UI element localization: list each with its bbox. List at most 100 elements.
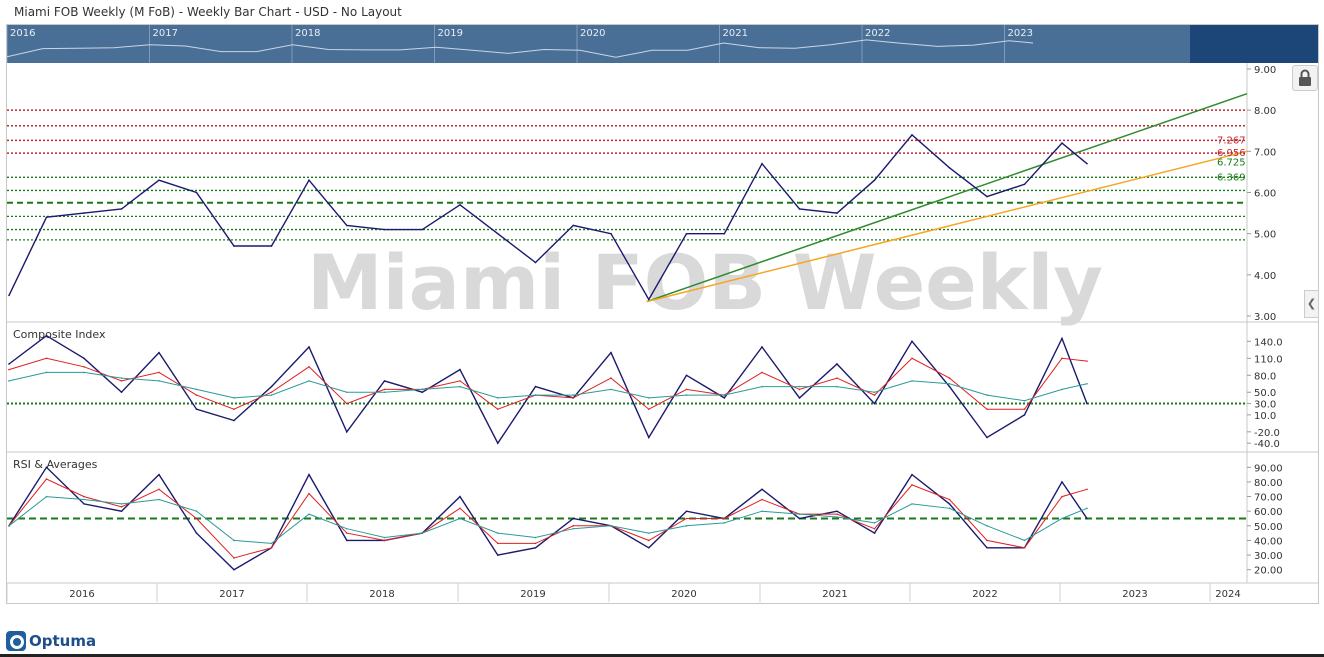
- x-tick-label: 2022: [972, 589, 997, 600]
- data-point: [83, 357, 85, 360]
- chart-title: Miami FOB Weekly (M FoB) - Weekly Bar Ch…: [14, 5, 402, 19]
- data-point: [911, 503, 913, 505]
- optuma-logo-icon: [6, 631, 26, 651]
- data-point: [195, 388, 198, 391]
- data-point: [233, 397, 235, 399]
- x-tick-label: 2019: [520, 589, 545, 600]
- data-point: [45, 478, 48, 480]
- y-tick-label: 50.0: [1254, 388, 1276, 399]
- data-point: [120, 391, 123, 394]
- data-point: [873, 391, 876, 394]
- navigator-preview-line: [6, 39, 1034, 58]
- data-point: [685, 525, 688, 527]
- data-point: [345, 532, 348, 534]
- brand-name: Optuma: [29, 632, 97, 650]
- data-point: [45, 371, 48, 374]
- data-point: [1023, 399, 1026, 402]
- data-point: [685, 510, 688, 512]
- data-point: [647, 539, 650, 542]
- data-point: [233, 408, 235, 411]
- data-point: [647, 532, 650, 534]
- data-point: [1023, 414, 1026, 416]
- navigator-year-label: 2021: [723, 28, 748, 39]
- data-point: [948, 382, 951, 385]
- data-point: [647, 408, 650, 411]
- data-point: [270, 542, 273, 545]
- data-point: [911, 357, 913, 360]
- data-point: [798, 385, 801, 388]
- data-point: [496, 408, 499, 411]
- data-point: [83, 503, 85, 505]
- data-point: [836, 516, 838, 518]
- data-point: [270, 385, 273, 388]
- series-line: [8, 371, 1088, 402]
- price-label: 6.725: [1217, 158, 1246, 169]
- y-tick-label: 80.0: [1254, 371, 1276, 382]
- data-point: [986, 525, 988, 527]
- data-point: [233, 557, 235, 559]
- data-point: [459, 495, 461, 498]
- data-point: [120, 380, 123, 382]
- data-point: [158, 179, 160, 181]
- x-tick-label: 2018: [369, 589, 394, 600]
- data-point: [761, 498, 763, 501]
- y-tick-label: 5.00: [1254, 230, 1276, 241]
- data-point: [421, 228, 424, 231]
- y-tick-label: 90.00: [1254, 463, 1283, 474]
- x-tick-label: 2020: [671, 589, 696, 600]
- chevron-left-icon: ❮: [1306, 297, 1317, 310]
- y-tick-label: 80.00: [1254, 478, 1283, 489]
- data-point: [383, 536, 386, 539]
- data-point: [1061, 495, 1063, 498]
- data-point: [308, 492, 310, 495]
- data-point: [120, 503, 123, 505]
- data-point: [233, 245, 235, 247]
- data-point: [270, 394, 273, 396]
- data-point: [195, 517, 198, 520]
- y-tick-label: 140.0: [1254, 337, 1283, 348]
- data-point: [986, 539, 988, 542]
- data-point: [158, 473, 160, 476]
- data-point: [948, 385, 951, 388]
- data-point: [647, 546, 650, 549]
- data-point: [8, 294, 10, 297]
- data-point: [986, 546, 988, 549]
- data-point: [610, 525, 612, 527]
- data-point: [158, 371, 160, 374]
- y-tick-label: 6.00: [1254, 189, 1276, 200]
- data-point: [761, 346, 763, 348]
- data-point: [1086, 507, 1088, 510]
- data-point: [459, 368, 461, 371]
- data-point: [1061, 517, 1063, 520]
- data-point: [120, 506, 123, 508]
- data-point: [1061, 337, 1063, 340]
- collapse-panel-button[interactable]: ❮: [1304, 290, 1319, 318]
- data-point: [1023, 408, 1026, 411]
- data-point: [8, 525, 10, 527]
- data-point: [798, 388, 801, 391]
- data-point: [723, 232, 726, 235]
- data-point: [572, 517, 575, 520]
- data-point: [345, 539, 348, 542]
- x-tick-label: 2024: [1215, 589, 1240, 600]
- data-point: [911, 484, 913, 486]
- data-point: [610, 232, 612, 235]
- data-point: [270, 546, 273, 549]
- data-point: [308, 179, 310, 181]
- data-point: [195, 532, 198, 534]
- data-point: [1086, 162, 1088, 165]
- chart-svg[interactable]: 2016 2017 2018 2019 2020 2021 2022 2023 Miami FO…: [6, 25, 1318, 603]
- data-point: [496, 397, 499, 399]
- data-point: [723, 517, 726, 520]
- lock-button[interactable]: [1292, 65, 1318, 91]
- data-point: [1061, 142, 1063, 144]
- data-point: [345, 527, 348, 530]
- data-point: [270, 245, 273, 247]
- data-point: [873, 394, 876, 396]
- series-line: [8, 334, 1088, 445]
- data-point: [534, 385, 537, 388]
- data-point: [1086, 517, 1088, 520]
- data-point: [948, 167, 951, 169]
- navigator-band: [7, 25, 1190, 63]
- data-point: [534, 546, 537, 549]
